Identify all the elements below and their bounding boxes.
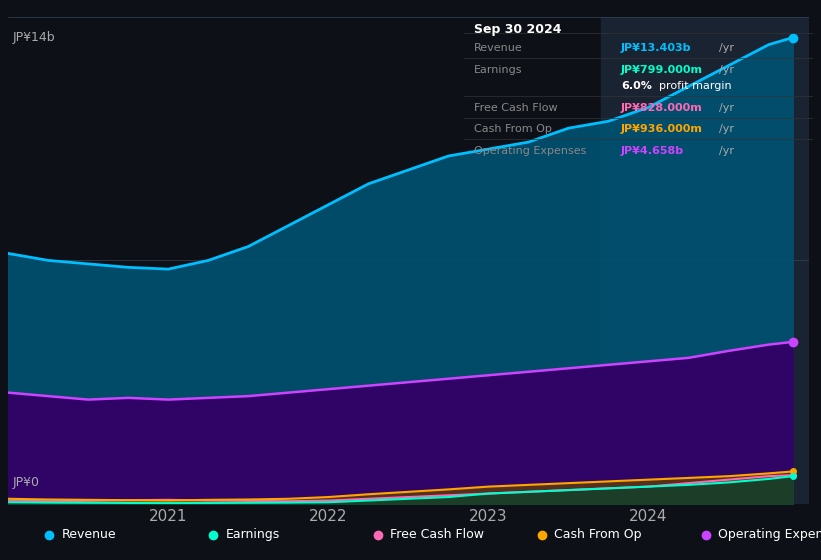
- Text: JP¥4.658b: JP¥4.658b: [621, 146, 684, 156]
- Text: /yr: /yr: [718, 43, 734, 53]
- Text: Cash From Op: Cash From Op: [554, 528, 642, 542]
- Text: /yr: /yr: [718, 124, 734, 134]
- Text: 6.0%: 6.0%: [621, 81, 652, 91]
- Text: Operating Expenses: Operating Expenses: [718, 528, 821, 542]
- Text: /yr: /yr: [718, 65, 734, 75]
- Text: JP¥828.000m: JP¥828.000m: [621, 103, 703, 113]
- Text: JP¥799.000m: JP¥799.000m: [621, 65, 703, 75]
- Text: JP¥14b: JP¥14b: [12, 31, 55, 44]
- Text: Sep 30 2024: Sep 30 2024: [475, 23, 562, 36]
- Text: Cash From Op: Cash From Op: [475, 124, 553, 134]
- Bar: [601, 17, 809, 504]
- Text: Operating Expenses: Operating Expenses: [475, 146, 587, 156]
- Text: Free Cash Flow: Free Cash Flow: [475, 103, 558, 113]
- Text: JP¥0: JP¥0: [12, 477, 39, 489]
- Text: Earnings: Earnings: [226, 528, 280, 542]
- Text: Revenue: Revenue: [475, 43, 523, 53]
- Text: Revenue: Revenue: [62, 528, 117, 542]
- Text: Earnings: Earnings: [475, 65, 523, 75]
- Text: JP¥936.000m: JP¥936.000m: [621, 124, 703, 134]
- Text: profit margin: profit margin: [659, 81, 732, 91]
- Text: /yr: /yr: [718, 103, 734, 113]
- Text: JP¥13.403b: JP¥13.403b: [621, 43, 691, 53]
- Text: /yr: /yr: [718, 146, 734, 156]
- Text: Free Cash Flow: Free Cash Flow: [390, 528, 484, 542]
